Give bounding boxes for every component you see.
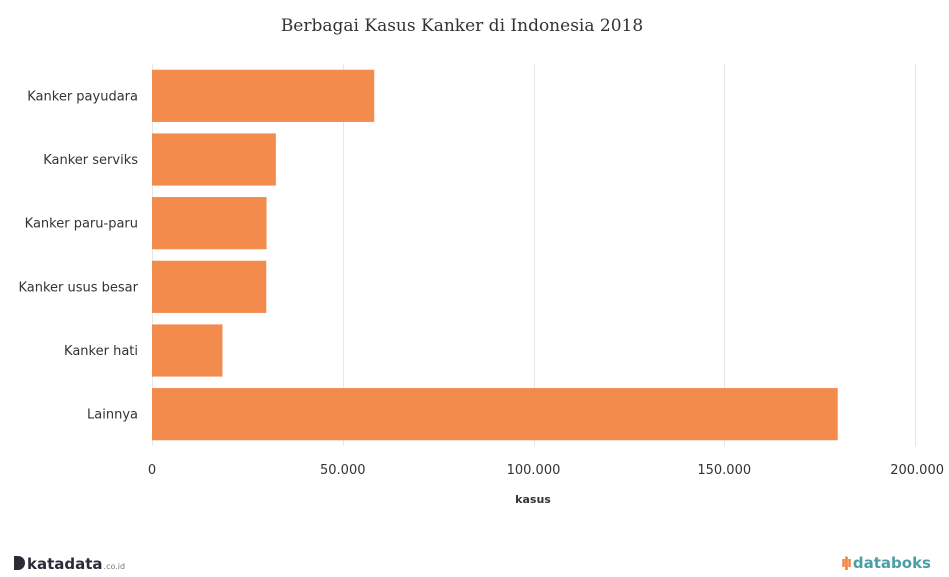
category-label: Kanker hati [64,344,138,359]
chart-title: Berbagai Kasus Kanker di Indonesia 2018 [281,16,643,36]
databoks-logo: ıǀı databoks [841,554,931,572]
category-label: Kanker serviks [43,153,138,168]
x-tick-labels: 0 50.000 100.000 150.000 200.000 [148,463,944,478]
x-tick-label: 200.000 [890,463,944,478]
databoks-logo-text: databoks [852,554,931,572]
x-tick-label: 100.000 [507,463,561,478]
bar[interactable] [152,197,267,250]
katadata-logo: katadata .co.id [14,555,125,573]
katadata-logo-suffix: .co.id [103,562,126,571]
category-label: Kanker usus besar [18,280,138,295]
bar[interactable] [152,69,375,122]
category-label: Lainnya [87,408,138,423]
bar[interactable] [152,260,267,313]
bars [152,69,838,441]
katadata-d-icon [14,556,25,570]
bar[interactable] [152,388,838,441]
category-labels: Kanker payudara Kanker serviks Kanker paru… [18,89,138,422]
bar[interactable] [152,133,276,186]
x-tick-label: 50.000 [320,463,366,478]
x-tick-label: 0 [148,463,156,478]
category-label: Kanker payudara [27,89,138,104]
bar[interactable] [152,324,223,377]
grid-lines [152,64,916,446]
x-tick-label: 150.000 [697,463,751,478]
databoks-bars-icon: ıǀı [841,555,852,571]
katadata-logo-text: katadata [27,555,103,573]
category-label: Kanker paru-paru [25,217,138,232]
x-axis-title: kasus [515,493,551,506]
